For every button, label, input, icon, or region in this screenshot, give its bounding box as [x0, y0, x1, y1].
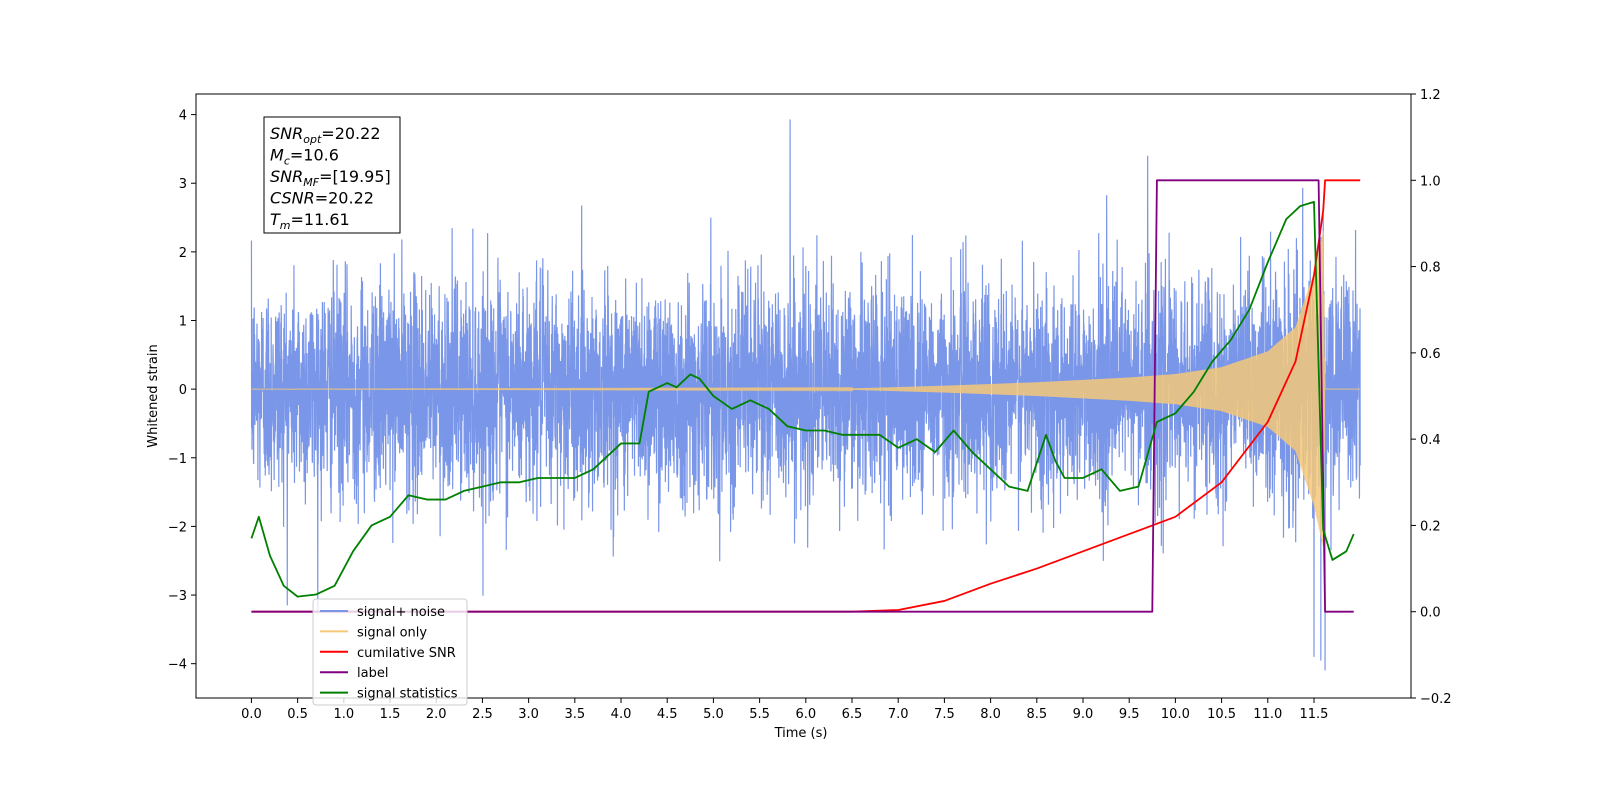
annotation-subscript: m [280, 219, 291, 232]
x-tick-label: 8.0 [980, 707, 1001, 722]
annotation-line: Mc=10.6 [270, 146, 339, 168]
signal-only-series [251, 231, 1361, 546]
x-tick-label: 7.5 [934, 707, 955, 722]
y2-tick-label: 0.6 [1420, 347, 1441, 362]
annotation-symbol: M [270, 146, 284, 165]
x-tick-label: 6.5 [842, 707, 863, 722]
annotation-line: SNRopt=20.22 [270, 124, 381, 146]
annotation-value: =20.22 [315, 189, 374, 208]
y2-tick-label: 0.0 [1420, 606, 1441, 621]
x-tick-label: 9.0 [1073, 707, 1094, 722]
annotation-line: Tm=11.61 [270, 210, 350, 232]
y-tick-label: −3 [168, 589, 187, 604]
y2-tick-label: −0.2 [1420, 692, 1452, 707]
annotation-subscript: MF [303, 176, 319, 189]
y-tick-label: −4 [168, 658, 187, 673]
y-axis-right: 1.2 1.0 0.8 0.6 0.4 0.2 0.0 −0.2 [1411, 88, 1452, 707]
y-tick-label: 4 [179, 109, 187, 124]
y-tick-label: 0 [179, 383, 187, 398]
y-tick-label: −2 [168, 520, 187, 535]
x-tick-label: 3.5 [564, 707, 585, 722]
x-tick-label: 3.0 [518, 707, 539, 722]
legend: signal+ noise signal only cumilative SNR la… [312, 598, 468, 706]
x-tick-label: 11.5 [1300, 707, 1329, 722]
x-tick-label: 8.5 [1026, 707, 1047, 722]
signal-noise-line [250, 119, 1361, 671]
annotation-value: =[19.95] [319, 167, 391, 186]
legend-label: cumilative SNR [357, 646, 456, 661]
legend-frame [312, 598, 468, 706]
legend-label: signal+ noise [357, 605, 445, 620]
x-tick-label: 1.5 [380, 707, 401, 722]
right-axis-series [250, 179, 1361, 613]
x-tick-label: 4.0 [611, 707, 632, 722]
annotation-symbol: SNR [270, 167, 303, 186]
x-tick-label: 0.0 [241, 707, 262, 722]
legend-label: signal statistics [357, 687, 458, 702]
cumulative-snr-line [251, 179, 1361, 613]
x-tick-label: 5.5 [749, 707, 770, 722]
y-tick-label: 1 [179, 315, 187, 330]
y2-tick-label: 1.0 [1420, 174, 1441, 189]
label-line [251, 179, 1354, 613]
signal-only-line [251, 231, 1361, 546]
stats-annotation: SNRopt=20.22Mc=10.6SNRMF=[19.95]CSNR=20.… [263, 116, 401, 234]
x-tick-label: 0.5 [287, 707, 308, 722]
annotation-symbol: SNR [270, 124, 303, 143]
y-tick-label: 3 [179, 177, 187, 192]
annotation-value: =10.6 [290, 146, 339, 165]
y-tick-label: 2 [179, 246, 187, 261]
x-tick-label: 10.5 [1207, 707, 1236, 722]
y2-tick-label: 0.2 [1420, 519, 1441, 534]
x-tick-label: 9.5 [1119, 707, 1140, 722]
x-tick-label: 1.0 [333, 707, 354, 722]
annotation-border [263, 116, 401, 234]
legend-label: label [357, 666, 388, 681]
annotation-symbol: CSNR [270, 189, 315, 208]
annotation-line: CSNR=20.22 [270, 189, 374, 208]
x-tick-label: 5.0 [703, 707, 724, 722]
x-axis: 0.0 0.5 1.0 1.5 2.0 2.5 3.0 3.5 4.0 4.5 5.0 5.5 6.0 6… [241, 698, 1328, 722]
annotation-line: SNRMF=[19.95] [270, 167, 391, 189]
x-tick-label: 7.0 [888, 707, 909, 722]
x-tick-label: 6.0 [795, 707, 816, 722]
x-tick-label: 2.5 [472, 707, 493, 722]
legend-label: signal only [357, 625, 427, 640]
y2-tick-label: 0.4 [1420, 433, 1441, 448]
x-tick-label: 10.0 [1161, 707, 1190, 722]
annotation-subscript: c [284, 155, 290, 168]
y-axis-label: Whitened strain [146, 344, 161, 447]
y-tick-label: −1 [168, 452, 187, 467]
y-axis-left: 4 3 2 1 0 −1 −2 −3 −4 [168, 109, 196, 673]
signal-noise-series [250, 119, 1361, 671]
annotation-value: =11.61 [291, 210, 350, 229]
y2-tick-label: 1.2 [1420, 88, 1441, 103]
signal-statistics-line [250, 200, 1355, 598]
annotation-subscript: opt [303, 133, 322, 146]
annotation-value: =20.22 [321, 124, 380, 143]
plot-frame [195, 93, 1412, 699]
y2-tick-label: 0.8 [1420, 261, 1441, 276]
x-tick-label: 11.0 [1253, 707, 1282, 722]
annotation-symbol: T [270, 210, 281, 229]
x-tick-label: 4.5 [657, 707, 678, 722]
x-axis-label: Time (s) [774, 726, 828, 741]
x-tick-label: 2.0 [426, 707, 447, 722]
